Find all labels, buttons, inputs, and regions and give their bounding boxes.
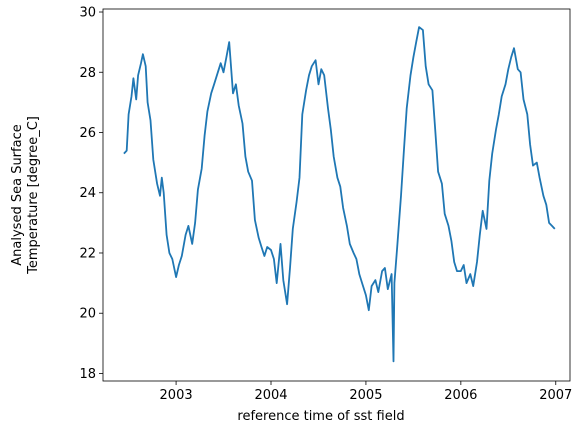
y-tick-label: 28 (79, 66, 96, 81)
y-tick-label: 26 (79, 126, 96, 141)
y-axis-label-line-1: Analysed Sea Surface (10, 124, 25, 265)
x-axis-ticks: 2003 2004 2005 2006 2007 (160, 381, 572, 403)
axes-frame (102, 8, 571, 382)
x-axis-label: reference time of sst field (237, 409, 404, 424)
x-tick-label: 2004 (254, 388, 287, 403)
series-layer (123, 26, 556, 363)
x-tick-label: 2003 (160, 388, 193, 403)
series-line (123, 26, 556, 363)
plot-area (103, 9, 570, 381)
x-tick-label: 2007 (539, 388, 572, 403)
y-tick-label: 24 (79, 186, 96, 201)
y-axis-label-line-2: Temperature [degree_C] (26, 116, 41, 275)
y-tick-label: 20 (79, 307, 96, 322)
y-tick-label: 22 (79, 246, 96, 261)
y-axis-ticks: 18 20 22 24 26 28 30 (79, 6, 103, 382)
x-tick-label: 2006 (444, 388, 477, 403)
y-tick-label: 30 (79, 6, 96, 21)
y-tick-label: 18 (79, 367, 96, 382)
x-tick-label: 2005 (349, 388, 382, 403)
